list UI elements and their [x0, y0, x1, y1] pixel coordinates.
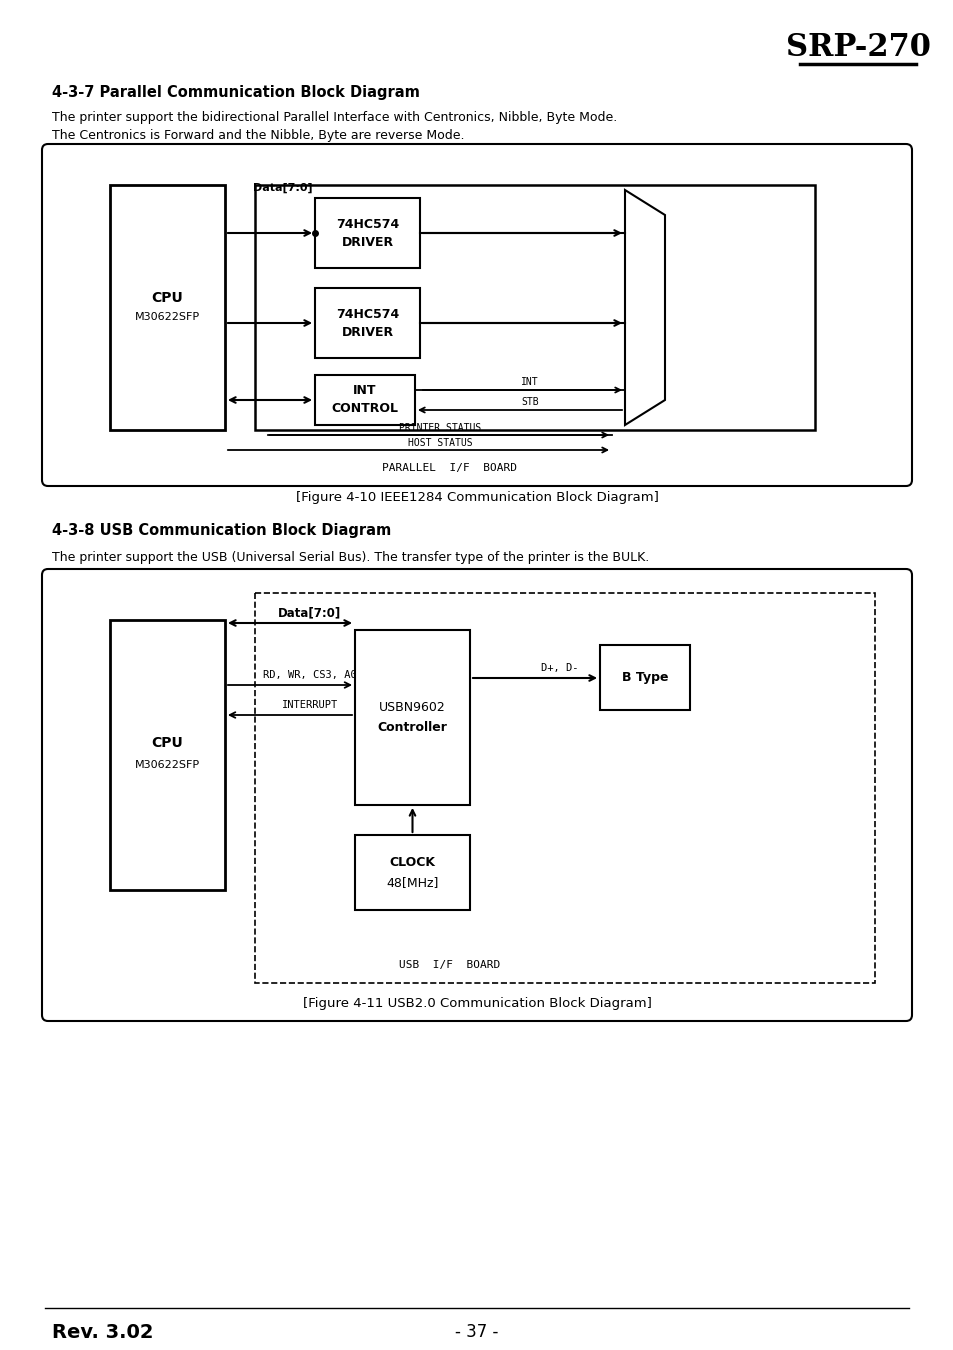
Bar — [355, 630, 470, 805]
Text: STB: STB — [520, 397, 538, 406]
Text: SRP-270: SRP-270 — [784, 32, 929, 63]
Text: PRINTER STATUS: PRINTER STATUS — [398, 423, 480, 433]
Bar — [254, 593, 874, 983]
Bar — [110, 620, 225, 890]
Text: HOST STATUS: HOST STATUS — [407, 437, 472, 448]
Bar — [314, 375, 415, 425]
Text: The printer support the bidirectional Parallel Interface with Centronics, Nibble: The printer support the bidirectional Pa… — [52, 112, 617, 124]
Text: USBN9602: USBN9602 — [378, 701, 445, 714]
Bar — [599, 645, 689, 710]
Bar — [314, 198, 419, 269]
Text: M30622SFP: M30622SFP — [134, 312, 200, 323]
Text: INTERRUPT: INTERRUPT — [281, 701, 337, 710]
Text: The Centronics is Forward and the Nibble, Byte are reverse Mode.: The Centronics is Forward and the Nibble… — [52, 128, 464, 142]
Text: D+, D-: D+, D- — [540, 663, 578, 674]
Text: RD, WR, CS3, A0: RD, WR, CS3, A0 — [263, 670, 356, 680]
Text: [Figure 4-10 IEEE1284 Communication Block Diagram]: [Figure 4-10 IEEE1284 Communication Bloc… — [295, 491, 658, 505]
FancyBboxPatch shape — [42, 568, 911, 1021]
Text: PARALLEL  I/F  BOARD: PARALLEL I/F BOARD — [382, 463, 517, 472]
FancyBboxPatch shape — [42, 144, 911, 486]
Text: CLOCK: CLOCK — [389, 856, 435, 869]
Bar — [355, 836, 470, 910]
Text: INT: INT — [520, 377, 538, 387]
Text: 74HC574: 74HC574 — [335, 217, 398, 231]
Text: 4-3-7 Parallel Communication Block Diagram: 4-3-7 Parallel Communication Block Diagr… — [52, 85, 419, 100]
Text: B Type: B Type — [621, 671, 667, 684]
Text: 4-3-8 USB Communication Block Diagram: 4-3-8 USB Communication Block Diagram — [52, 522, 391, 537]
Text: - 37 -: - 37 - — [455, 1323, 498, 1341]
Text: CONTROL: CONTROL — [331, 402, 398, 416]
Text: [Figure 4-11 USB2.0 Communication Block Diagram]: [Figure 4-11 USB2.0 Communication Block … — [302, 996, 651, 1010]
Text: 48[MHz]: 48[MHz] — [386, 876, 438, 890]
Polygon shape — [624, 190, 664, 425]
Bar — [110, 185, 225, 431]
Text: Data[7:0]: Data[7:0] — [278, 606, 341, 620]
Bar — [314, 288, 419, 358]
Text: DRIVER: DRIVER — [341, 325, 394, 339]
Text: CPU: CPU — [152, 290, 183, 305]
Text: DRIVER: DRIVER — [341, 235, 394, 248]
Text: M30622SFP: M30622SFP — [134, 760, 200, 770]
Text: The printer support the USB (Universal Serial Bus). The transfer type of the pri: The printer support the USB (Universal S… — [52, 551, 649, 563]
Text: 74HC574: 74HC574 — [335, 308, 398, 320]
Text: CPU: CPU — [152, 736, 183, 751]
Text: INT: INT — [353, 385, 376, 397]
Text: Data[7:0]: Data[7:0] — [253, 182, 313, 193]
Text: Rev. 3.02: Rev. 3.02 — [52, 1323, 153, 1342]
Text: USB  I/F  BOARD: USB I/F BOARD — [399, 960, 500, 971]
Text: Controller: Controller — [377, 721, 447, 734]
Bar — [254, 185, 814, 431]
